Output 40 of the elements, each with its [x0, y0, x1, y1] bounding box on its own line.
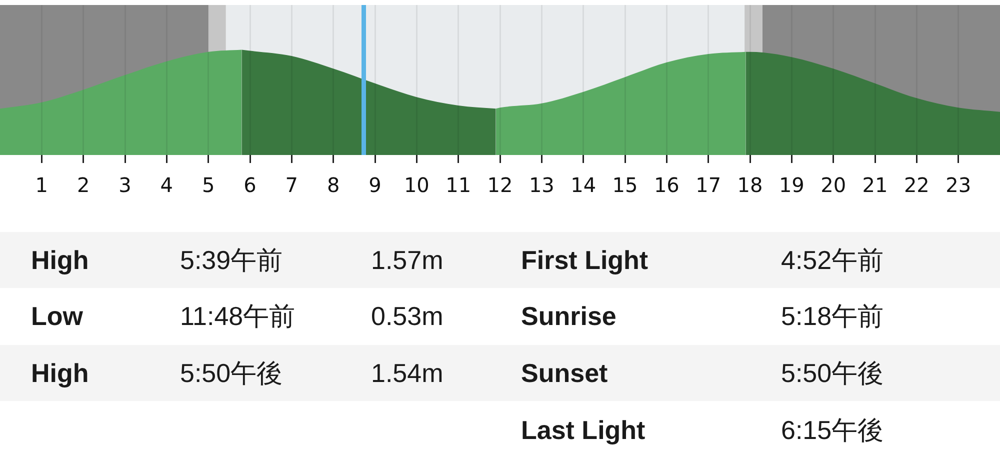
x-tick-label: 16: [654, 173, 680, 198]
x-tick-label: 9: [368, 173, 382, 198]
x-tick-label: 15: [612, 173, 638, 198]
x-tick-label: 23: [946, 173, 972, 198]
x-tick-label: 14: [570, 173, 596, 198]
text: 0.53m: [371, 300, 444, 334]
text: 11:48午前: [180, 300, 296, 334]
x-tick-label: 22: [904, 173, 930, 198]
text: High: [31, 356, 89, 390]
x-tick-label: 19: [778, 173, 804, 198]
text: Sunrise: [521, 300, 616, 334]
text: First Light: [521, 244, 648, 277]
x-tick-label: 7: [285, 173, 298, 198]
text: 5:50午後: [180, 356, 283, 390]
text: High: [31, 244, 89, 277]
x-tick-label: 12: [487, 173, 513, 198]
text: Sunset: [521, 356, 608, 390]
x-tick-label: 20: [820, 173, 846, 198]
x-tick-label: 6: [244, 173, 256, 198]
text: 4:52午前: [781, 244, 884, 277]
text: Low: [31, 300, 83, 334]
x-tick-label: 1: [35, 173, 48, 198]
text: 5:18午前: [781, 300, 884, 334]
text: 1.57m: [371, 244, 444, 277]
x-tick-label: 3: [118, 173, 132, 198]
x-tick-label: 21: [862, 173, 888, 198]
x-tick-label: 4: [160, 173, 174, 198]
x-tick-label: 18: [737, 173, 763, 198]
x-tick-label: 5: [202, 173, 215, 198]
x-tick-label: 2: [76, 173, 90, 198]
text: 6:15午後: [781, 414, 884, 446]
x-tick-label: 11: [446, 173, 472, 198]
x-tick-label: 17: [696, 173, 722, 198]
x-tick-label: 8: [326, 173, 340, 198]
text: 1.54m: [371, 356, 444, 390]
x-tick-label: 10: [404, 173, 430, 198]
text: Last Light: [521, 414, 646, 446]
x-tick-label: 13: [528, 173, 554, 198]
text: 5:50午後: [781, 356, 884, 390]
text: 5:39午前: [180, 244, 283, 277]
